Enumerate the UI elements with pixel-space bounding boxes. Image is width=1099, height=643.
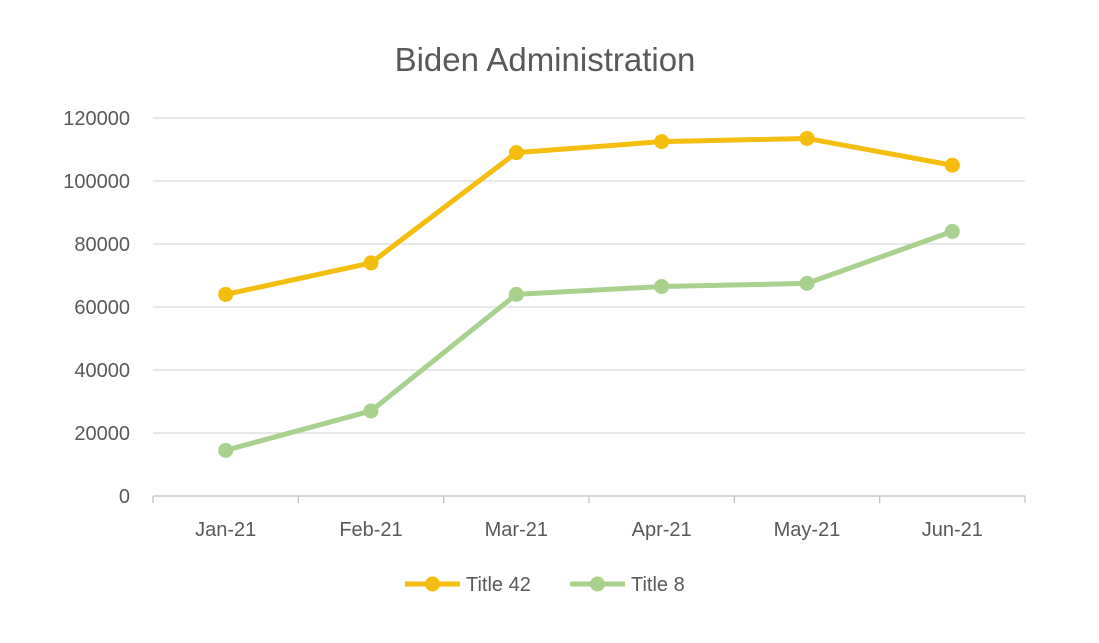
x-tick-label: May-21: [774, 519, 841, 541]
legend: Title 42 Title 8: [405, 574, 685, 596]
data-point: [799, 275, 815, 291]
series-group: [218, 130, 960, 458]
x-tick-label: Feb-21: [339, 519, 402, 541]
y-tick-label: 80000: [74, 234, 130, 256]
series-0: [218, 130, 960, 302]
data-point: [944, 157, 960, 173]
data-point: [363, 255, 379, 271]
data-point: [654, 279, 670, 295]
x-axis: Jan-21 Feb-21 Mar-21 Apr-21 May-21 Jun-21: [152, 495, 1026, 541]
x-tick-label: Mar-21: [485, 519, 548, 541]
y-tick-label: 0: [119, 486, 130, 508]
legend-item: Title 8: [570, 574, 685, 596]
data-point: [218, 286, 234, 302]
x-tick-label: Jun-21: [922, 519, 983, 541]
legend-label: Title 8: [631, 574, 685, 596]
data-point: [508, 286, 524, 302]
legend-item: Title 42: [405, 574, 531, 596]
legend-marker: [590, 576, 605, 592]
y-tick-label: 100000: [63, 171, 130, 193]
data-point: [363, 403, 379, 419]
series-1: [218, 223, 960, 458]
data-point: [654, 134, 670, 150]
legend-marker: [425, 576, 440, 592]
y-tick-label: 20000: [74, 423, 130, 445]
chart-title: Biden Administration: [395, 41, 696, 78]
legend-label: Title 42: [466, 574, 531, 596]
gridlines: [153, 117, 1025, 434]
y-axis: 0 20000 40000 60000 80000 100000 120000: [63, 108, 130, 508]
series-line: [223, 135, 955, 297]
data-point: [508, 145, 524, 161]
y-tick-label: 40000: [74, 360, 130, 382]
x-tick-label: Apr-21: [632, 519, 692, 541]
series-line: [223, 228, 955, 453]
data-point: [218, 442, 234, 458]
x-tick-label: Jan-21: [195, 519, 256, 541]
data-point: [799, 130, 815, 146]
y-tick-label: 60000: [74, 297, 130, 319]
data-point: [944, 223, 960, 239]
y-tick-label: 120000: [63, 108, 130, 130]
